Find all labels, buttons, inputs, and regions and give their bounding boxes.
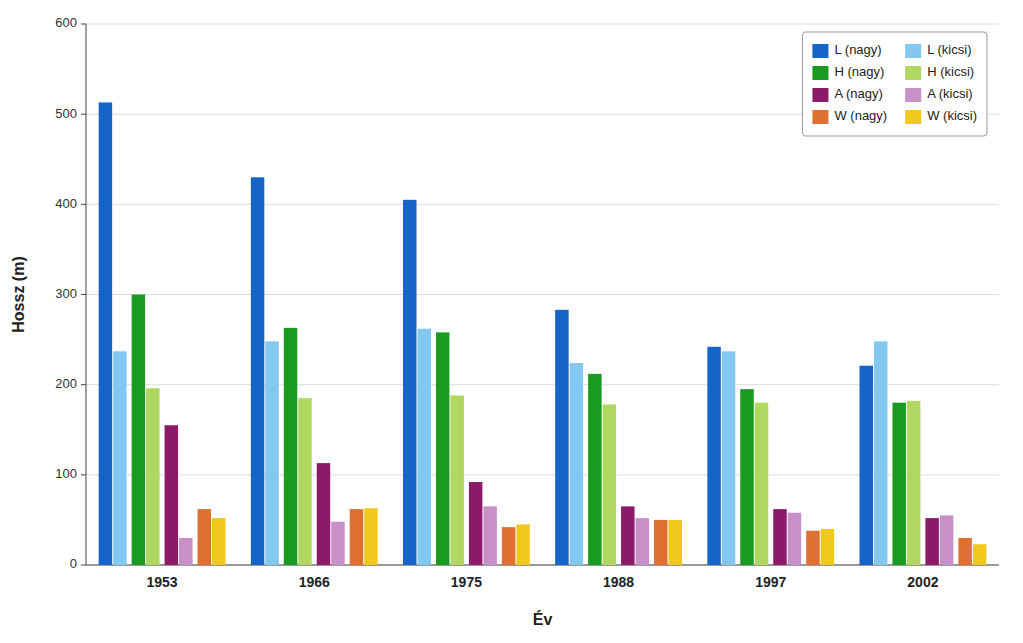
legend-label: W (kicsi) (927, 108, 977, 123)
bar (417, 329, 430, 565)
bar (364, 508, 377, 565)
bar (179, 538, 192, 565)
bar (588, 374, 601, 565)
legend-label: H (nagy) (834, 64, 884, 79)
bar (806, 531, 819, 565)
x-tick-label: 1953 (147, 574, 178, 590)
bar (603, 405, 616, 565)
y-axis-label: Hossz (m) (10, 256, 27, 332)
bar (722, 351, 735, 565)
legend-swatch (812, 110, 828, 124)
bar (516, 524, 529, 565)
legend-swatch (812, 66, 828, 80)
bar (403, 200, 416, 565)
background (0, 0, 1023, 643)
bar (284, 328, 297, 565)
x-axis-label: Év (533, 610, 553, 628)
bar (654, 520, 667, 565)
bar (821, 529, 834, 565)
y-tick-label: 0 (70, 556, 77, 571)
legend-swatch (905, 66, 921, 80)
bars (99, 102, 987, 565)
bar (113, 351, 126, 565)
bar (165, 425, 178, 565)
legend-label: A (kicsi) (927, 86, 973, 101)
y-tick-label: 600 (55, 15, 77, 30)
bar (740, 389, 753, 565)
bar (146, 388, 159, 565)
bar (788, 513, 801, 565)
bar (973, 544, 986, 565)
bar (940, 515, 953, 565)
chart: 0 100 200 300 400 500 600 1953 1966 1975 1988 1997 2… (0, 0, 1023, 643)
y-tick (81, 565, 86, 566)
grid (86, 24, 999, 565)
grid-line (86, 204, 999, 205)
bar (251, 177, 264, 565)
bar (436, 332, 449, 565)
x-tick-label: 1988 (603, 574, 634, 590)
y-tick (81, 24, 86, 25)
bar (198, 509, 211, 565)
y-axis-line (86, 24, 87, 565)
bar (469, 482, 482, 565)
y-tick-label: 500 (55, 106, 77, 121)
x-tick-label: 1966 (299, 574, 330, 590)
bar (350, 509, 363, 565)
bar (892, 403, 905, 565)
legend-label: L (kicsi) (927, 42, 971, 57)
bar (555, 310, 568, 565)
y-tick (81, 294, 86, 295)
bar (317, 463, 330, 565)
legend-swatch (812, 88, 828, 102)
legend-label: W (nagy) (834, 108, 887, 123)
bar (707, 347, 720, 565)
bar (621, 506, 634, 565)
y-tick (81, 114, 86, 115)
bar (570, 363, 583, 565)
y-tick-label: 400 (55, 196, 77, 211)
y-tick (81, 474, 86, 475)
legend-swatch (812, 44, 828, 58)
y-tick-label: 100 (55, 466, 77, 481)
grid-line (86, 24, 999, 25)
bar (958, 538, 971, 565)
y-tick (81, 204, 86, 205)
bar (298, 398, 311, 565)
bar (502, 527, 515, 565)
axes: 0 100 200 300 400 500 600 1953 1966 1975 1988 1997 2… (55, 15, 999, 590)
y-tick (81, 384, 86, 385)
bar (265, 341, 278, 565)
legend-label: H (kicsi) (927, 64, 974, 79)
legend-swatch (905, 110, 921, 124)
bar (99, 102, 112, 565)
bar (925, 518, 938, 565)
bar (483, 506, 496, 565)
legend-frame (802, 32, 987, 136)
bar (132, 295, 145, 566)
bar (755, 403, 768, 565)
x-tick-label: 1997 (755, 574, 786, 590)
legend-swatch (905, 88, 921, 102)
bar (636, 518, 649, 565)
bar (669, 520, 682, 565)
legend-label: L (nagy) (834, 42, 881, 57)
bar (907, 401, 920, 565)
bar (773, 509, 786, 565)
legend-label: A (nagy) (834, 86, 882, 101)
bar (450, 395, 463, 565)
legend: L (nagy) L (kicsi) H (nagy) H (kicsi) A (nag… (802, 32, 987, 136)
bar (331, 522, 344, 565)
bar (860, 366, 873, 565)
grid-line (86, 294, 999, 295)
bar (212, 518, 225, 565)
legend-swatch (905, 44, 921, 58)
y-tick-label: 200 (55, 376, 77, 391)
x-tick-label: 2002 (907, 574, 938, 590)
x-tick-label: 1975 (451, 574, 482, 590)
bar (874, 341, 887, 565)
y-tick-label: 300 (55, 286, 77, 301)
